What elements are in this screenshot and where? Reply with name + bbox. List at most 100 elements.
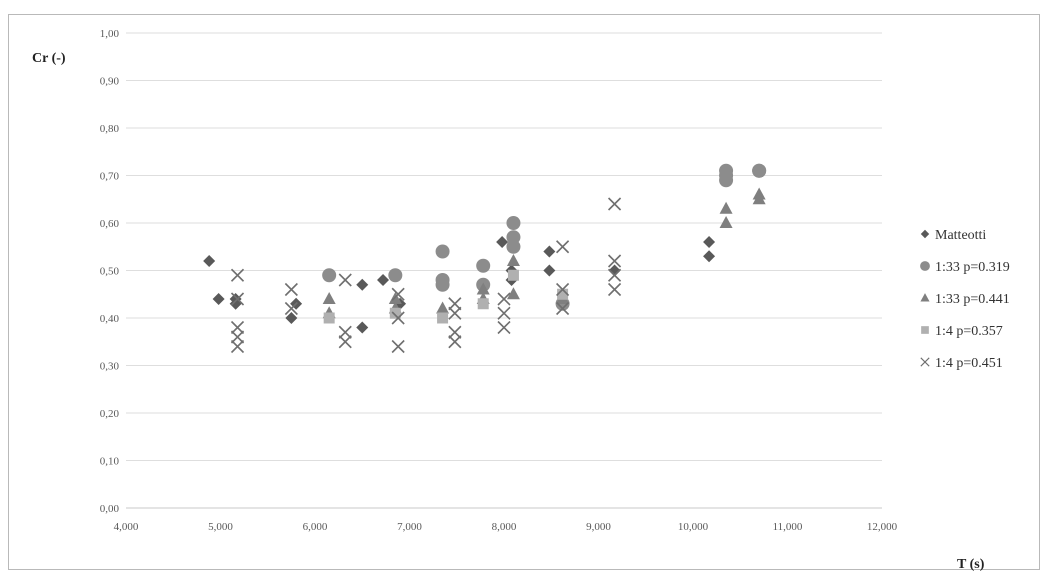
legend-entry: Matteotti — [920, 228, 986, 243]
y-tick-label: 0,20 — [100, 408, 120, 420]
data-point — [212, 293, 225, 305]
y-tick-label: 0,30 — [100, 361, 120, 373]
data-point — [437, 312, 449, 324]
data-point — [703, 236, 716, 248]
data-point — [506, 287, 520, 300]
data-point — [476, 282, 490, 295]
y-tick-label: 0,10 — [100, 456, 120, 468]
data-point — [607, 282, 622, 297]
data-point — [435, 277, 450, 292]
data-point — [435, 244, 450, 259]
x-tick-label: 8,000 — [492, 521, 517, 533]
y-tick-label: 0,00 — [100, 503, 120, 515]
data-point — [607, 268, 622, 282]
legend-label: Matteotti — [935, 228, 986, 243]
data-point — [322, 268, 337, 283]
data-point — [556, 240, 570, 254]
data-point — [230, 268, 245, 282]
legend-entry: 1:33 p=0.319 — [920, 260, 1010, 275]
legend-entry: 1:33 p=0.441 — [920, 292, 1010, 307]
legend-marker — [920, 229, 930, 239]
y-axis-title: Cr (-) — [32, 51, 66, 66]
x-tick-label: 10,000 — [678, 521, 709, 533]
data-point — [752, 163, 767, 178]
data-point — [285, 312, 298, 324]
x-tick-label: 6,000 — [303, 521, 328, 533]
y-tick-label: 0,70 — [100, 171, 120, 183]
data-point — [338, 325, 352, 339]
data-point — [556, 282, 570, 297]
chart-frame — [8, 14, 1040, 570]
legend-label: 1:33 p=0.441 — [935, 292, 1010, 307]
data-point — [388, 268, 403, 283]
data-point — [356, 278, 369, 291]
data-point — [323, 312, 335, 324]
y-tick-label: 1,00 — [100, 28, 120, 40]
y-tick-label: 0,40 — [100, 313, 120, 325]
legend-label: 1:33 p=0.319 — [935, 260, 1010, 275]
data-point — [448, 306, 462, 320]
data-point — [477, 298, 489, 310]
data-point — [607, 254, 622, 268]
data-points — [203, 163, 767, 354]
data-point — [436, 301, 450, 314]
data-point — [496, 236, 509, 248]
y-tick-labels: 0,00 0,10 0,20 0,30 0,40 0,50 0,60 0,70 0,80 0,90… — [100, 28, 120, 515]
x-tick-label: 4,000 — [114, 521, 139, 533]
data-point — [448, 297, 462, 311]
data-point — [543, 245, 556, 258]
data-point — [497, 292, 511, 306]
legend-marker — [921, 326, 929, 334]
x-tick-label: 12,000 — [867, 521, 898, 533]
legend-entry: 1:4 p=0.451 — [920, 356, 1003, 371]
x-tick-label: 11,000 — [773, 521, 803, 533]
data-point — [230, 339, 245, 354]
x-tick-label: 9,000 — [586, 521, 611, 533]
data-point — [497, 306, 511, 320]
data-point — [448, 325, 462, 339]
data-point — [607, 197, 622, 211]
data-point — [322, 292, 336, 304]
data-point — [448, 335, 462, 349]
legend-marker — [920, 357, 930, 367]
data-point — [391, 287, 405, 301]
data-point — [497, 320, 511, 335]
data-point — [752, 192, 766, 205]
x-tick-labels: 4,000 5,000 6,000 7,000 8,000 9,000 10,000 11,0… — [114, 521, 898, 533]
data-point — [338, 335, 352, 349]
x-axis-title: T (s) — [957, 557, 985, 572]
y-tick-label: 0,60 — [100, 218, 120, 230]
data-point — [719, 173, 734, 188]
data-point — [719, 216, 733, 228]
data-point — [230, 320, 245, 335]
data-point — [507, 269, 519, 281]
data-point — [203, 255, 216, 267]
data-point — [284, 282, 298, 297]
data-point — [391, 339, 405, 354]
gridlines — [126, 32, 882, 509]
legend-label: 1:4 p=0.357 — [935, 324, 1003, 339]
data-point — [506, 216, 521, 230]
y-tick-label: 0,90 — [100, 76, 120, 88]
data-point — [719, 201, 733, 214]
data-point — [377, 274, 390, 286]
y-tick-label: 0,80 — [100, 123, 120, 135]
data-point — [338, 273, 352, 287]
legend-marker — [920, 293, 930, 302]
legend-label: 1:4 p=0.451 — [935, 356, 1003, 371]
y-tick-label: 0,50 — [100, 266, 120, 278]
legend: Matteotti 1:33 p=0.319 1:33 p=0.441 1:4 p=0… — [920, 228, 1010, 371]
legend-entry: 1:4 p=0.357 — [921, 324, 1003, 339]
data-point — [556, 301, 570, 316]
data-point — [389, 307, 401, 319]
x-tick-label: 7,000 — [397, 521, 422, 533]
data-point — [703, 250, 716, 263]
data-point — [391, 311, 405, 325]
x-tick-label: 5,000 — [208, 521, 233, 533]
data-point — [356, 321, 369, 334]
data-point — [284, 301, 298, 316]
data-point — [230, 292, 245, 306]
data-point — [476, 258, 491, 273]
data-point — [230, 330, 245, 344]
